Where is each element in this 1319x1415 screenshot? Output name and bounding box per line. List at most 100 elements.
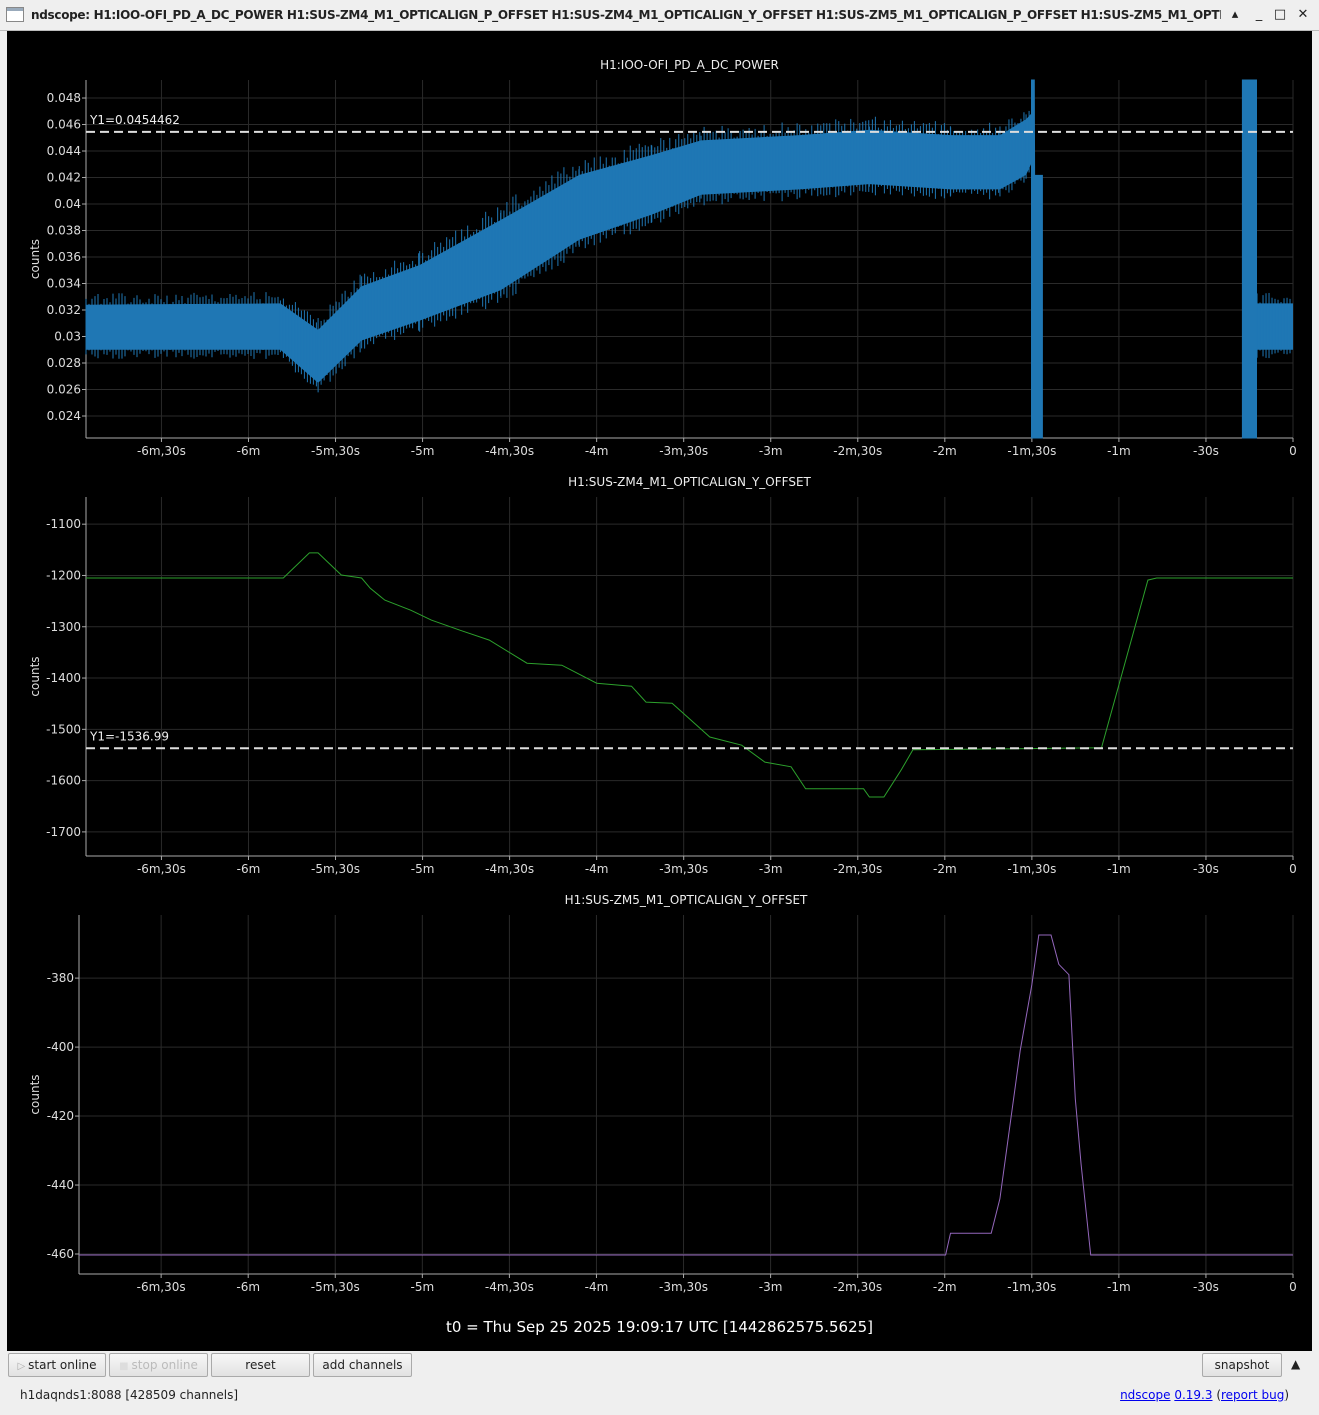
t0-label: t0 = Thu Sep 25 2025 19:09:17 UTC [14428… [445,1318,874,1336]
y-tick-label: -1600 [46,774,81,788]
y-tick-label: 0.044 [47,144,81,158]
x-tick-label: -1m [1107,444,1131,458]
x-tick-label: -4m [585,1280,609,1294]
x-tick-label: -4m [585,444,609,458]
x-tick-label: -6m,30s [137,444,186,458]
x-tick-label: -4m,30s [485,444,534,458]
x-tick-label: -6m,30s [137,862,186,876]
x-tick-label: -1m,30s [1007,1280,1056,1294]
y-tick-label: 0.028 [47,356,81,370]
y-tick-label: 0.048 [47,91,81,105]
y1-cursor-label: Y1=-1536.99 [89,729,169,743]
y-tick-label: -1400 [46,671,81,685]
y-tick-label: 0.032 [47,303,81,317]
report-bug-link[interactable]: report bug [1221,1388,1285,1402]
y-tick-label: -380 [47,971,74,985]
window-title: ndscope: H1:IOO-OFI_PD_A_DC_POWER H1:SUS… [31,8,1221,22]
x-tick-label: -5m,30s [311,444,360,458]
y-tick-label: 0.024 [47,409,81,423]
x-tick-label: -2m [933,1280,957,1294]
plot-2: -6m,30s -6m -5m,30s -5m -4m,30s -4m -3m,30s -3m… [28,475,1297,876]
shade-button[interactable]: ▴ [1231,7,1239,22]
y1-cursor-label: Y1=0.0454462 [89,113,180,127]
y-tick-label: 0.03 [54,330,81,344]
y-tick-label: 0.042 [47,171,81,185]
plot-title: H1:SUS-ZM4_M1_OPTICALIGN_Y_OFFSET [568,475,811,489]
x-tick-label: -5m,30s [311,1280,360,1294]
signal-line [86,552,1293,798]
signal-band [1241,79,1257,439]
y-tick-label: -460 [47,1247,74,1261]
y-tick-label: 0.038 [47,224,81,238]
plot-3: -6m,30s -6m -5m,30s -5m -4m,30s -4m -3m,30s -3m… [28,893,1297,1294]
x-tick-label: -6m,30s [137,1280,186,1294]
y-tick-label: 0.034 [47,277,81,291]
x-tick-label: -4m,30s [485,1280,534,1294]
x-tick-label: 0 [1289,444,1297,458]
x-tick-label: -5m [411,444,435,458]
close-button[interactable]: ✕ [1297,7,1309,22]
x-tick-label: -2m,30s [833,862,882,876]
x-tick-label: -1m,30s [1007,444,1056,458]
y-tick-label: -400 [47,1040,74,1054]
y-tick-label: 0.046 [47,118,81,132]
y-tick-label: -1500 [46,722,81,736]
y-tick-label: 0.026 [47,383,81,397]
x-tick-label: -30s [1193,1280,1219,1294]
x-tick-label: -2m [933,444,957,458]
version-link[interactable]: 0.19.3 [1174,1388,1213,1402]
x-tick-label: -5m,30s [311,862,360,876]
x-tick-label: -2m,30s [833,444,882,458]
x-tick-label: -2m,30s [833,1280,882,1294]
y-tick-label: -1200 [46,568,81,582]
snapshot-button[interactable]: snapshot [1202,1353,1282,1377]
x-tick-label: -3m [759,862,783,876]
x-tick-label: -6m [236,1280,260,1294]
x-tick-label: -1m,30s [1007,862,1056,876]
reset-button[interactable]: reset [211,1353,310,1377]
x-tick-label: -30s [1193,444,1219,458]
maximize-button[interactable]: □ [1273,7,1287,22]
x-tick-label: -4m [585,862,609,876]
y-tick-label: -420 [47,1109,74,1123]
y-axis-label: counts [28,239,42,279]
x-tick-label: -5m [411,862,435,876]
start-online-button[interactable]: ▷ start online [8,1353,106,1377]
plot-1: -6m,30s -6m -5m,30s -5m -4m,30s -4m -3m,30s -3m… [28,58,1297,458]
signal-band [86,113,1031,383]
y-axis-label: counts [28,656,42,696]
x-tick-label: -2m [933,862,957,876]
ndscope-link[interactable]: ndscope [1120,1388,1171,1402]
stop-icon: ■ [119,1361,129,1372]
x-tick-label: -30s [1193,862,1219,876]
collapse-arrow-icon[interactable]: ▲ [1291,1357,1301,1371]
x-tick-label: -3m,30s [659,862,708,876]
y-tick-label: -1100 [46,517,81,531]
x-tick-label: 0 [1289,862,1297,876]
scope-area [7,31,1312,1351]
minimize-button[interactable]: _ [1255,7,1263,22]
stop-online-label: stop online [131,1358,198,1372]
plot-title: H1:SUS-ZM5_M1_OPTICALIGN_Y_OFFSET [565,893,808,907]
x-tick-label: -3m [759,444,783,458]
version-links: ndscope 0.19.3 (report bug) [1120,1388,1289,1402]
add-channels-button[interactable]: add channels [313,1353,412,1377]
signal-band [1031,79,1043,439]
y-tick-label: -440 [47,1178,74,1192]
x-tick-label: -1m [1107,862,1131,876]
x-tick-label: -5m [411,1280,435,1294]
stop-online-button[interactable]: ■ stop online [109,1353,208,1377]
x-tick-label: -4m,30s [485,862,534,876]
app-icon [6,7,24,22]
x-tick-label: -6m [237,444,261,458]
server-status: h1daqnds1:8088 [428509 channels] [20,1388,239,1402]
x-tick-label: -3m [759,1280,783,1294]
x-tick-label: 0 [1289,1280,1297,1294]
start-online-label: start online [28,1358,97,1372]
y-axis-label: counts [28,1074,42,1114]
y-tick-label: 0.036 [47,250,81,264]
window-titlebar: ndscope: H1:IOO-OFI_PD_A_DC_POWER H1:SUS… [0,0,1319,31]
plot-title: H1:IOO-OFI_PD_A_DC_POWER [600,58,779,72]
y-tick-label: -1300 [46,620,81,634]
